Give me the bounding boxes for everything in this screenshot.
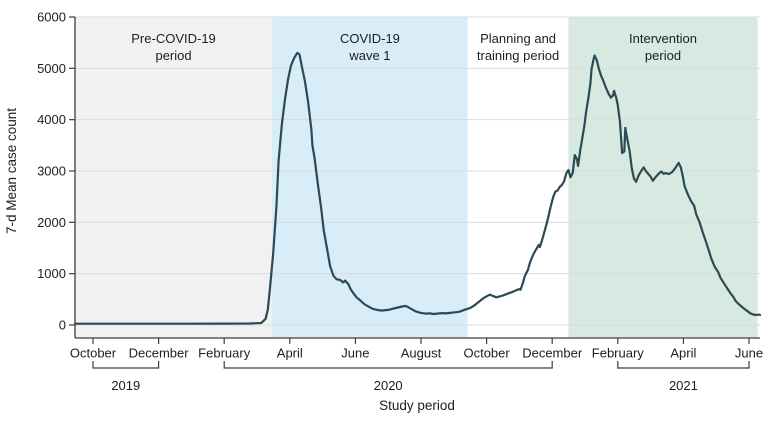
- year-bracket-2020: [223, 361, 553, 369]
- x-tick-label: June: [341, 346, 369, 361]
- region-covid-19: [272, 17, 468, 338]
- period-label-line1: Intervention: [629, 31, 697, 46]
- year-label-2020: 2020: [374, 378, 403, 393]
- y-tick-label: 4000: [37, 112, 66, 127]
- year-label-2019: 2019: [111, 378, 140, 393]
- tick-marks-and-labels: 0 1000 2000 3000 4000 5000 6000 October December…: [37, 10, 763, 361]
- axes: [74, 17, 760, 339]
- period-label-line2: period: [155, 48, 191, 63]
- y-tick-label: 5000: [37, 61, 66, 76]
- x-tick-label: December: [522, 346, 583, 361]
- x-tick-label: February: [592, 346, 645, 361]
- period-label-line1: Planning and: [480, 31, 556, 46]
- region-pre-covid-19: [75, 17, 273, 338]
- y-tick-label: 2000: [37, 215, 66, 230]
- period-label-line2: wave 1: [348, 48, 390, 63]
- region-planning-and: [467, 17, 569, 338]
- period-label-line2: training period: [477, 48, 559, 63]
- y-tick-label: 6000: [37, 10, 66, 25]
- year-label-2021: 2021: [669, 378, 698, 393]
- period-label-line1: COVID-19: [340, 31, 400, 46]
- x-tick-label: August: [401, 346, 442, 361]
- case-count-polyline: [73, 51, 762, 325]
- period-labels: Pre-COVID-19 period COVID-19 wave 1 Planning…: [131, 31, 697, 63]
- x-tick-label: December: [129, 346, 190, 361]
- year-bracket-2021: [617, 361, 750, 369]
- period-label-line1: Pre-COVID-19: [131, 31, 216, 46]
- y-tick-label: 0: [59, 318, 66, 333]
- y-tick-label: 3000: [37, 164, 66, 179]
- x-axis-title: Study period: [379, 398, 455, 413]
- year-brackets: 2019 2020 2021: [92, 361, 750, 393]
- case-count-series: [73, 51, 762, 325]
- period-regions: [75, 17, 758, 338]
- x-tick-label: October: [70, 346, 117, 361]
- year-bracket-2019: [92, 361, 160, 369]
- x-tick-label: October: [463, 346, 510, 361]
- x-tick-label: June: [735, 346, 763, 361]
- gridlines: [75, 16, 760, 326]
- x-tick-label: February: [198, 346, 251, 361]
- y-tick-label: 1000: [37, 266, 66, 281]
- x-tick-label: April: [277, 346, 303, 361]
- x-tick-label: April: [670, 346, 696, 361]
- period-label-line2: period: [645, 48, 681, 63]
- y-axis-title: 7-d Mean case count: [4, 108, 19, 234]
